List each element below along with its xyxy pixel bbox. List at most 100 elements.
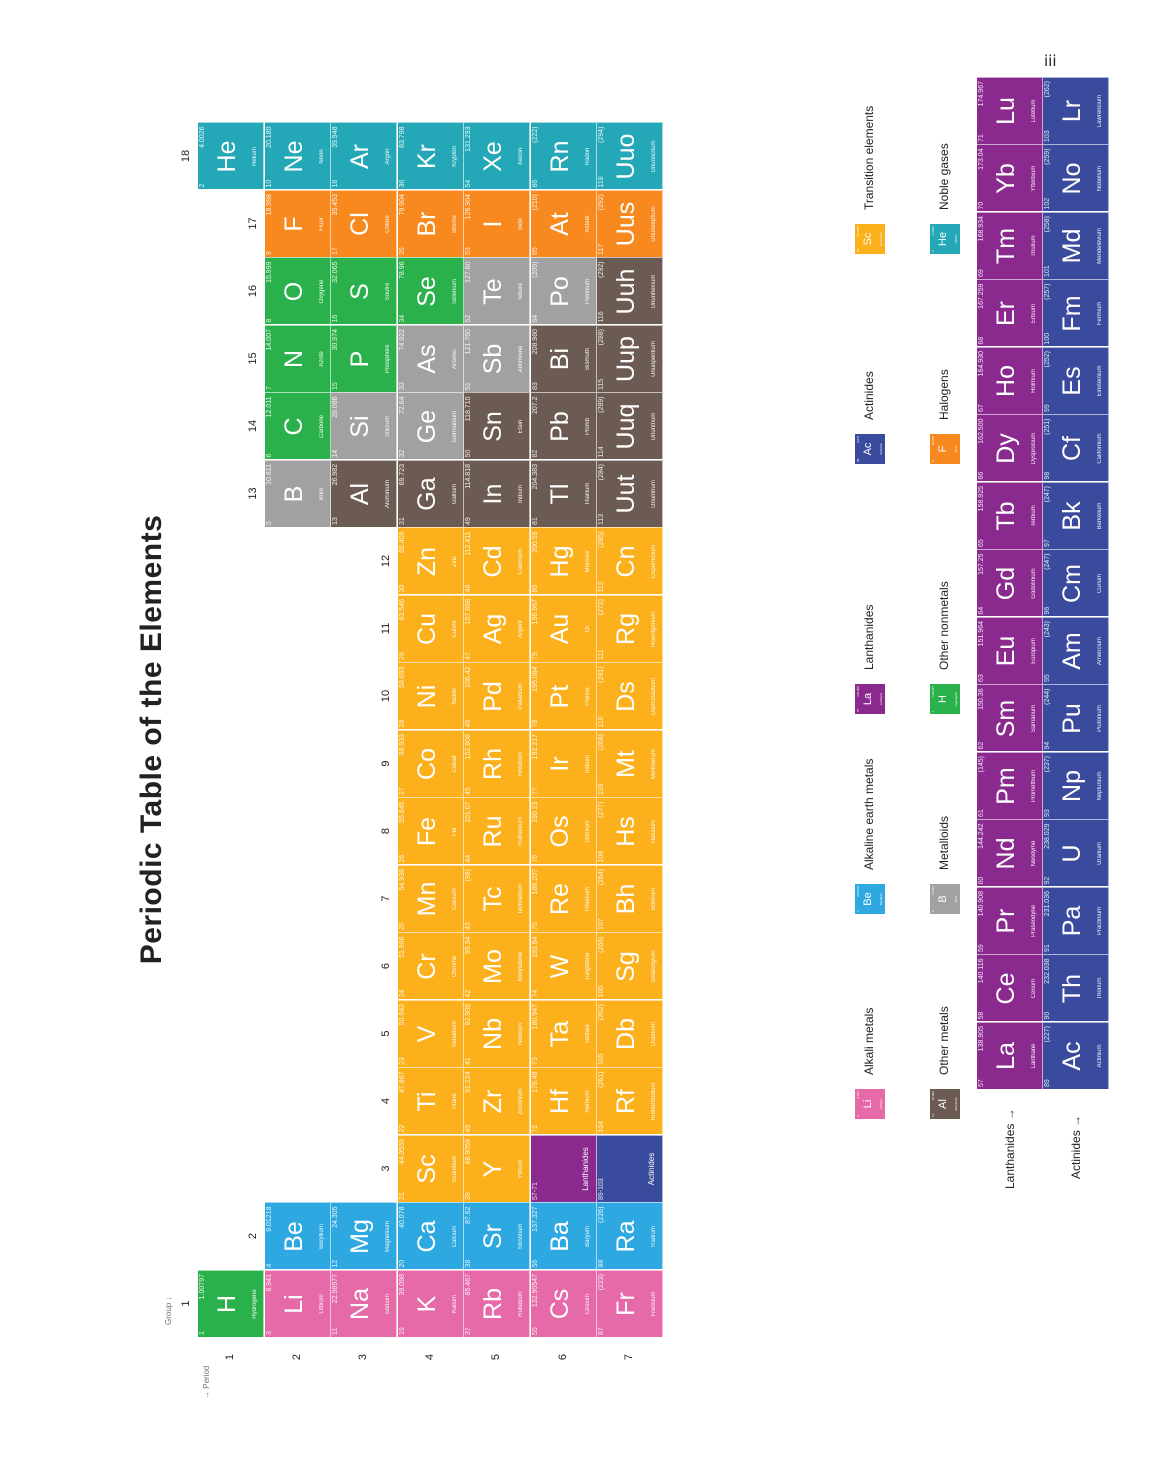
element-symbol: Th (1058, 973, 1086, 1004)
atomic-mass: 6.941 (856, 1091, 860, 1099)
element-symbol: Br (412, 211, 441, 237)
atomic-number: 4 (856, 910, 860, 912)
atomic-number: 81 (531, 517, 539, 525)
element-be: 4 9.01218 Be Beryllium (264, 1202, 331, 1270)
element-name: Nobelium (1097, 165, 1103, 192)
element-sc: 21 44.9559 Sc Scandium (397, 1135, 464, 1202)
atomic-mass: 18.998 (931, 436, 935, 446)
element-ho: 67 164.930 Ho Holmium (976, 347, 1043, 414)
atomic-mass: (223) (598, 1274, 605, 1291)
atomic-mass: 118.710 (465, 396, 472, 422)
atomic-mass: 44.9559 (856, 226, 860, 237)
element-pb: 82 207.2 Pb Plomb (530, 392, 597, 460)
atomic-mass: 58.933 (398, 734, 406, 756)
atomic-mass: 4.0026 (199, 126, 206, 148)
atomic-mass: 92.906 (465, 1004, 472, 1026)
element-name: Osmium (584, 820, 591, 843)
atomic-mass: 63.546 (398, 599, 406, 621)
element-es: 99 (252) Es Einsteinium (1043, 347, 1109, 414)
element-name: Hassium (651, 819, 657, 844)
element-symbol: Sm (991, 699, 1020, 738)
atomic-number: 73 (531, 1057, 539, 1065)
element-symbol: As (412, 344, 441, 374)
element-symbol: Cm (1058, 564, 1086, 603)
element-tc: 43 (98) Tc Technetium (464, 865, 530, 932)
period-label: 3 (357, 1353, 369, 1361)
element-symbol: F (279, 216, 308, 232)
atomic-number: 65 (977, 539, 985, 547)
element-name: Mendelevium (1097, 228, 1103, 264)
atomic-mass: 112.411 (465, 531, 472, 556)
atomic-number: 77 (531, 787, 539, 795)
element-name: Titane (451, 1093, 458, 1110)
atomic-number: 17 (332, 247, 339, 255)
element-gd: 64 157.25 Gd Gadolinium (976, 549, 1043, 617)
atomic-number: 95 (1044, 674, 1051, 682)
atomic-mass: 69.723 (398, 464, 406, 486)
group-label: 9 (379, 760, 392, 767)
atomic-mass: (243) (1044, 621, 1051, 638)
element-c: 6 12.011 C Carbone (264, 392, 331, 460)
element-cr: 24 51.996 Cr Chrome (397, 932, 464, 1000)
element-pu: 94 (244) Pu Plutonium (1043, 684, 1109, 752)
element-name: Zinc (451, 555, 458, 568)
atomic-mass: 183.84 (531, 936, 539, 958)
element-name: Niobium (518, 1023, 524, 1046)
atomic-mass: 138.905 (856, 686, 860, 697)
element-name: Ruthenium (518, 817, 524, 847)
element-bi: 83 208.980 Bi Bismuth (530, 325, 597, 392)
element-name: Etain (518, 419, 524, 434)
atomic-number: 35 (398, 247, 406, 255)
arrow-right-icon: → (202, 1388, 211, 1399)
element-mt: 109 (268) Mt Meitnerium (597, 730, 663, 797)
element-symbol: Ti (412, 1091, 441, 1112)
atomic-number: 30 (398, 584, 406, 593)
group-label: 17 (246, 217, 259, 230)
element-ta: 73 180.947 Ta Tantale (530, 1000, 597, 1067)
element-name: Lawrencium (1097, 94, 1103, 128)
actinides-row-label: Actinides → (1069, 1115, 1083, 1179)
atomic-mass: 6.941 (265, 1274, 273, 1292)
element-dy: 66 162.500 Dy Dysprosium (976, 414, 1043, 482)
atomic-number: 60 (977, 876, 985, 885)
element-name: Cesium (584, 1293, 591, 1315)
element-ni: 28 58.693 Ni Nickel (397, 662, 464, 730)
atomic-number: 3 (265, 1331, 273, 1335)
element-symbol: Al (346, 482, 374, 506)
element-symbol: Ca (412, 1220, 441, 1253)
element-name: Tellure (518, 282, 524, 301)
element-symbol: Ag (479, 613, 507, 645)
atomic-mass: (145) (977, 756, 985, 773)
atomic-number: 70 (977, 201, 985, 210)
element-symbol: Bh (612, 883, 640, 915)
element-name: Molybdene (518, 951, 524, 982)
atomic-mass: 55.845 (398, 801, 406, 823)
element-name: Rhenium (584, 887, 591, 912)
atomic-number: 39 (465, 1192, 472, 1200)
element-as: 33 74.922 As Arsenic (397, 325, 464, 392)
element-symbol: B (279, 485, 308, 503)
element-nb: 41 92.906 Nb Niobium (464, 1000, 530, 1067)
element-name: Lutetium (1030, 99, 1037, 123)
element-v: 23 50.942 V Vanadium (397, 1000, 464, 1067)
element-name: Francium (651, 1291, 657, 1317)
element-name: Or (584, 625, 591, 633)
atomic-number: 98 (1044, 471, 1051, 480)
element-name: Radon (584, 147, 591, 166)
legend-label: Alkaline earth metals (862, 758, 876, 870)
element-cd: 48 112.411 Cd Cadmium (464, 527, 530, 595)
element-symbol: Md (1058, 228, 1086, 264)
element-cs: 55 132.90547 Cs Cesium (530, 1270, 597, 1337)
atomic-number: 25 (398, 922, 406, 930)
element-sn: 50 118.710 Sn Etain (464, 392, 530, 460)
atomic-number: 105 (598, 1053, 605, 1065)
atomic-number: 59 (977, 944, 985, 952)
element-symbol: Pa (1058, 905, 1086, 937)
element-li: 3 6.941 Li Lithium (264, 1270, 331, 1337)
element-xe: 54 131.293 Xe Xenon (464, 122, 530, 190)
atomic-mass: (252) (1044, 351, 1051, 368)
atomic-number: 3 (856, 1115, 860, 1117)
element-name: Lanthane (879, 692, 883, 706)
atomic-number: 55 (531, 1327, 539, 1335)
atomic-mass: 74.922 (398, 329, 406, 351)
